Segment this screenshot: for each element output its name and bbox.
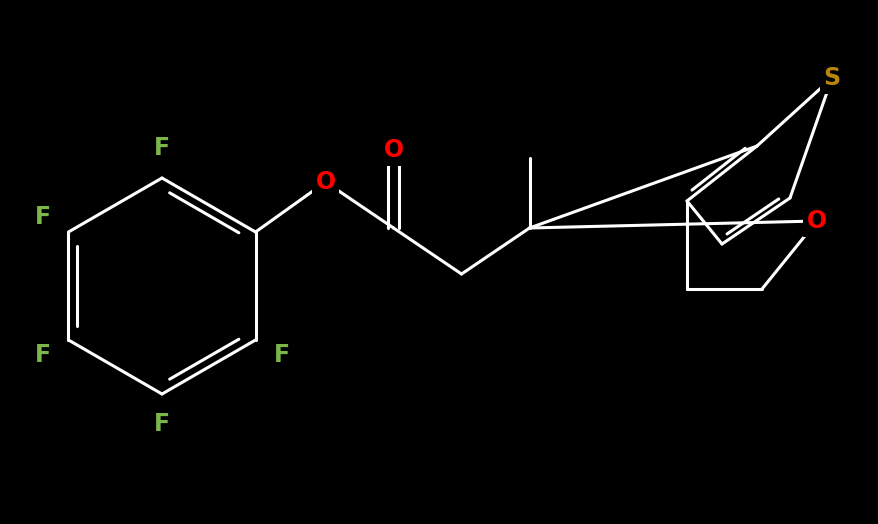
Text: F: F bbox=[273, 343, 289, 367]
Text: F: F bbox=[34, 205, 51, 229]
Text: F: F bbox=[154, 136, 169, 160]
Text: S: S bbox=[823, 66, 839, 90]
Text: O: O bbox=[806, 209, 826, 233]
Text: F: F bbox=[154, 412, 169, 436]
Text: F: F bbox=[34, 343, 51, 367]
Text: O: O bbox=[383, 138, 403, 162]
Text: O: O bbox=[315, 170, 335, 194]
